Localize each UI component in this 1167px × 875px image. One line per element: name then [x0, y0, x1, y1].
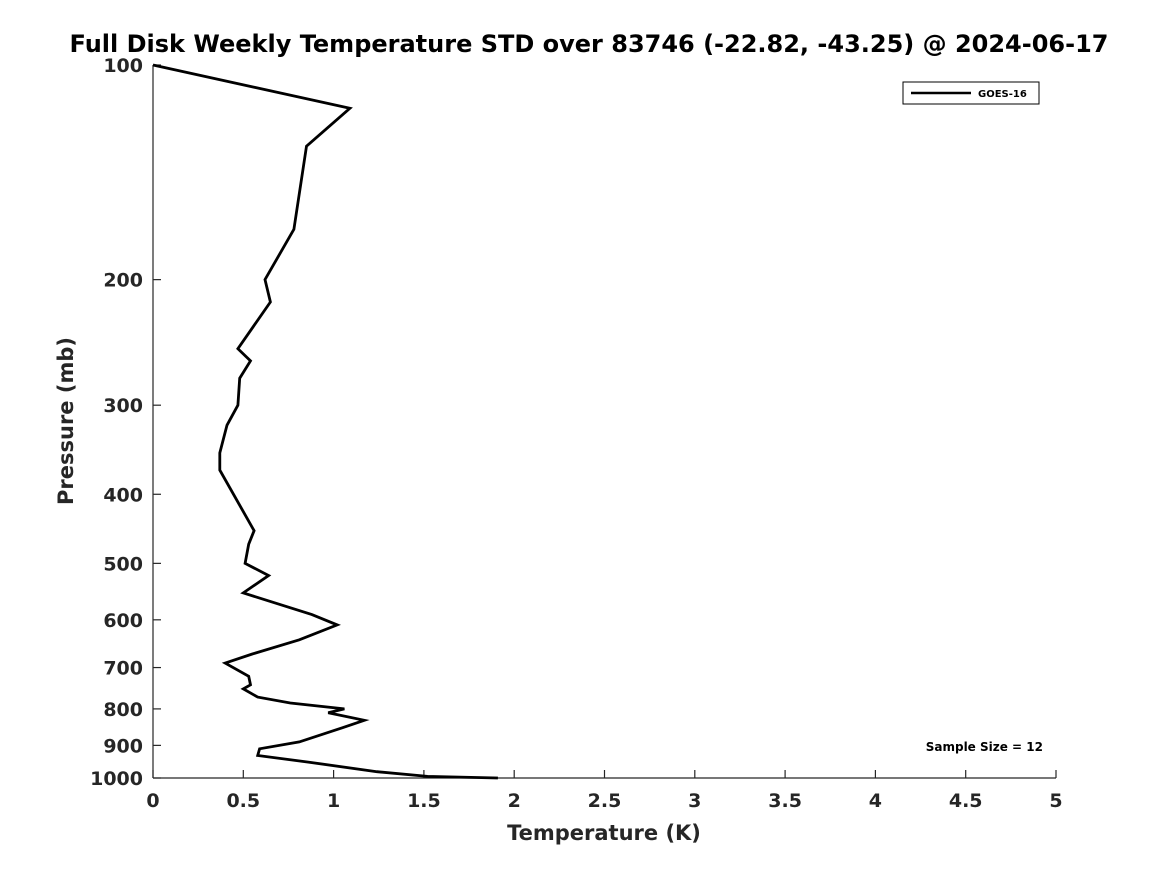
- series-line-goes-16: [152, 63, 498, 780]
- y-tick-label: 600: [103, 610, 143, 632]
- y-axis-ticks: 100 200 300 400 500 600 700 800 900 1000: [90, 55, 161, 790]
- x-tick-label: 1: [327, 790, 340, 812]
- x-tick-label: 5: [1049, 790, 1062, 812]
- x-tick-label: 3.5: [768, 790, 802, 812]
- x-axis-ticks: 0 0.5 1 1.5 2 2.5 3 3.5 4 4.5 5: [146, 770, 1063, 812]
- y-tick-label: 200: [103, 270, 143, 292]
- y-tick-label: 900: [103, 735, 143, 757]
- x-tick-label: 2: [508, 790, 521, 812]
- x-tick-label: 3: [688, 790, 701, 812]
- y-tick-label: 700: [103, 658, 143, 680]
- x-axis-label: Temperature (K): [507, 821, 701, 845]
- x-tick-label: 4: [869, 790, 882, 812]
- y-axis-label: Pressure (mb): [54, 337, 78, 505]
- y-tick-label: 400: [103, 484, 143, 506]
- plot-area: 0 0.5 1 1.5 2 2.5 3 3.5 4 4.5 5 100 200 300 400 500 600…: [90, 55, 1063, 812]
- y-tick-label: 100: [103, 55, 143, 77]
- chart-title: Full Disk Weekly Temperature STD over 83…: [70, 30, 1109, 58]
- x-tick-label: 0.5: [226, 790, 260, 812]
- series-layer: [152, 63, 498, 780]
- legend-label-goes-16: GOES-16: [978, 89, 1027, 100]
- x-tick-label: 4.5: [949, 790, 983, 812]
- y-tick-label: 800: [103, 699, 143, 721]
- x-tick-label: 2.5: [588, 790, 622, 812]
- y-tick-label: 1000: [90, 768, 143, 790]
- x-tick-label: 1.5: [407, 790, 441, 812]
- legend: GOES-16: [902, 81, 1040, 105]
- sample-size-annotation: Sample Size = 12: [926, 740, 1043, 754]
- y-tick-label: 300: [103, 395, 143, 417]
- y-tick-label: 500: [103, 553, 143, 575]
- x-tick-label: 0: [146, 790, 159, 812]
